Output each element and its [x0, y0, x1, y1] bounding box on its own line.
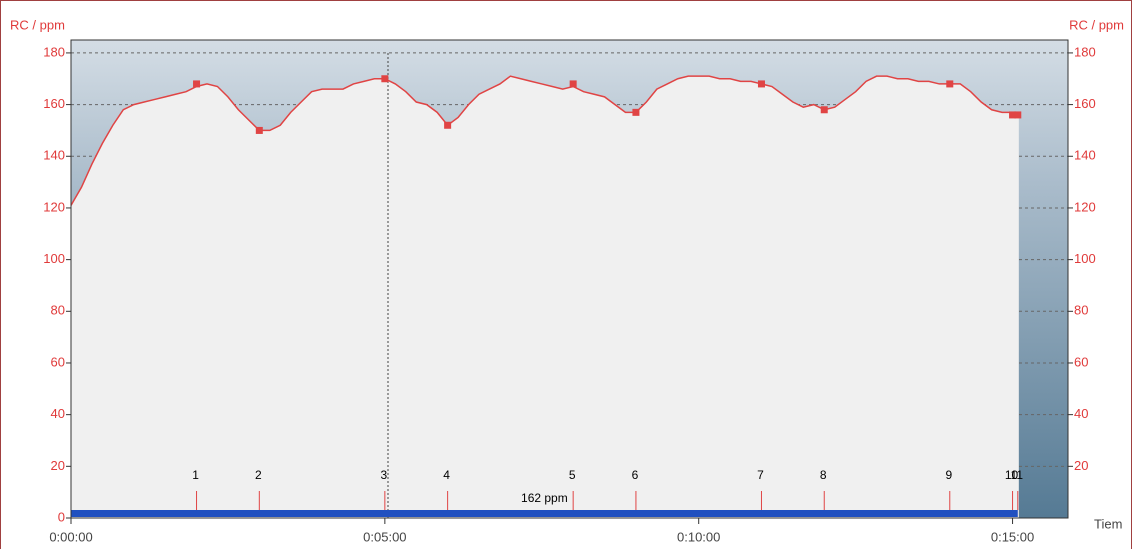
lap-marker — [820, 106, 828, 114]
y2-axis-label: RC / ppm — [1069, 17, 1124, 32]
y-tick-label: 60 — [51, 354, 65, 369]
lap-marker — [255, 126, 263, 134]
lap-marker — [757, 80, 765, 88]
area-below — [71, 76, 1019, 518]
y2-tick-label: 180 — [1074, 44, 1096, 59]
lap-marker — [569, 80, 577, 88]
lap-label: 11 — [1011, 468, 1024, 482]
lap-marker — [946, 80, 954, 88]
y2-tick-label: 160 — [1074, 96, 1096, 111]
y2-tick-label: 100 — [1074, 251, 1096, 266]
lap-label: 1 — [192, 468, 199, 482]
lap-marker — [632, 108, 640, 116]
lap-marker — [444, 121, 452, 129]
lap-label: 8 — [820, 468, 827, 482]
x-tick-label: 0:15:00 — [991, 529, 1034, 544]
average-bar — [71, 510, 1018, 517]
y-tick-label: 120 — [43, 199, 65, 214]
lap-marker — [193, 80, 201, 88]
lap-label: 2 — [255, 468, 262, 482]
lap-marker — [1009, 111, 1017, 119]
y2-tick-label: 40 — [1074, 406, 1088, 421]
lap-label: 6 — [632, 468, 639, 482]
y-tick-label: 0 — [58, 509, 65, 524]
lap-marker — [381, 75, 389, 83]
y2-tick-label: 60 — [1074, 354, 1088, 369]
y-tick-label: 160 — [43, 96, 65, 111]
y-axis-label: RC / ppm — [10, 17, 65, 32]
heart-rate-line — [70, 75, 1020, 206]
plot-border — [70, 39, 1069, 519]
y-tick-label: 40 — [51, 406, 65, 421]
lap-label: 9 — [945, 468, 952, 482]
lap-label: 7 — [757, 468, 764, 482]
y2-tick-label: 80 — [1074, 303, 1088, 318]
x-tick-label: 0:05:00 — [363, 529, 406, 544]
lap-label: 5 — [569, 468, 576, 482]
y-tick-label: 140 — [43, 148, 65, 163]
lap-label: 3 — [381, 468, 388, 482]
y2-tick-label: 120 — [1074, 199, 1096, 214]
lap-label: 10 — [1005, 468, 1019, 482]
y-tick-label: 20 — [51, 458, 65, 473]
y2-tick-label: 140 — [1074, 148, 1096, 163]
y-tick-label: 80 — [51, 303, 65, 318]
y-tick-label: 100 — [43, 251, 65, 266]
x-tick-label: 0:10:00 — [677, 529, 720, 544]
average-label: 162 ppm — [521, 491, 568, 505]
y-tick-label: 180 — [43, 44, 65, 59]
x-axis-label: Tiem — [1094, 516, 1122, 531]
y2-tick-label: 20 — [1074, 458, 1088, 473]
x-tick-label: 0:00:00 — [49, 529, 92, 544]
lap-label: 4 — [443, 468, 450, 482]
lap-marker — [1014, 111, 1022, 119]
